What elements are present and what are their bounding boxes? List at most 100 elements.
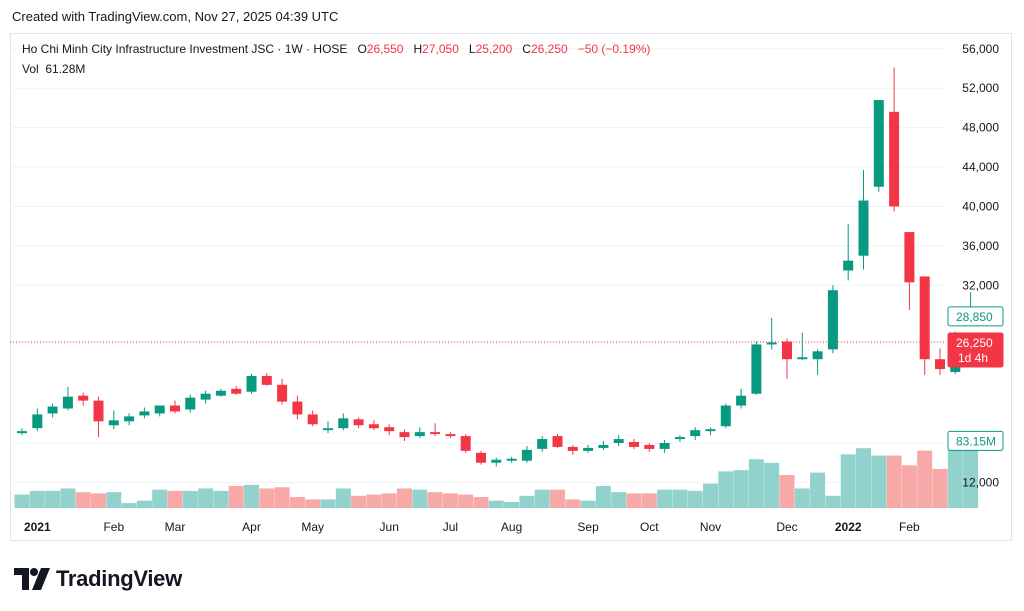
- candle-body: [690, 430, 701, 437]
- volume-bar: [641, 493, 657, 508]
- candle-body: [491, 459, 502, 463]
- tradingview-brand-text: TradingView: [56, 566, 182, 591]
- legend-close-value: 26,250: [530, 42, 568, 56]
- volume-bar: [703, 483, 718, 508]
- y-tick-label: 40,000: [962, 199, 999, 213]
- volume-bar: [534, 489, 550, 508]
- volume-bar: [473, 497, 489, 508]
- volume-bar: [825, 495, 841, 508]
- candle-body: [384, 427, 395, 432]
- volume-bar: [244, 484, 259, 508]
- volume-bar: [335, 488, 351, 508]
- volume-bar: [427, 492, 443, 508]
- candle-body: [139, 411, 150, 416]
- candle-body: [904, 232, 915, 283]
- volume-bar: [213, 490, 229, 508]
- legend-high-value: 27,050: [422, 42, 459, 56]
- candle-body: [858, 200, 869, 256]
- x-tick-label: Nov: [700, 520, 721, 534]
- x-axis: 2021 Feb Mar Apr May Jun Jul Aug Sep Oct Nov Dec 202…: [24, 520, 920, 534]
- candle-body: [170, 405, 180, 412]
- candle-body: [62, 396, 73, 409]
- volume-bar: [611, 492, 627, 508]
- price-tag-box: [947, 306, 1004, 327]
- volume-bar: [167, 490, 183, 508]
- volume-bar: [228, 486, 244, 508]
- candle-body: [521, 449, 532, 461]
- volume-bar: [14, 494, 30, 508]
- candle-body: [506, 458, 517, 461]
- legend-vol-value: 61.28M: [45, 62, 86, 76]
- price-tag-sublabel: 1d 4h: [958, 351, 988, 365]
- price-tag-label: 26,250: [956, 336, 993, 350]
- volume-bar: [626, 493, 642, 508]
- volume-bar: [182, 490, 198, 508]
- volume-bar: [45, 490, 61, 508]
- volume-bar: [412, 489, 428, 508]
- candle-body: [154, 405, 165, 414]
- volume-bar: [550, 489, 565, 508]
- candle-body: [537, 439, 548, 449]
- candle-body: [476, 452, 486, 463]
- volume-bar: [259, 488, 275, 508]
- x-tick-label: Feb: [899, 520, 920, 534]
- x-tick-label: 2021: [24, 520, 51, 534]
- volume-bar: [672, 489, 688, 508]
- volume-bar: [106, 492, 122, 508]
- x-tick-label: Oct: [640, 520, 659, 534]
- candle-body: [368, 424, 379, 429]
- tradingview-logo[interactable]: TradingView: [14, 566, 182, 592]
- candle-body: [445, 434, 456, 437]
- y-tick-label: 48,000: [962, 121, 999, 135]
- volume-bar: [289, 497, 305, 508]
- candle-body: [705, 429, 716, 432]
- volume-bar: [718, 471, 734, 508]
- volume-bar: [595, 486, 611, 508]
- volume-bar: [871, 455, 887, 508]
- candle-body: [659, 442, 670, 449]
- candle-body: [720, 405, 731, 427]
- legend-open-label: O: [357, 42, 367, 56]
- candle-body: [17, 431, 27, 434]
- candle-body: [124, 416, 135, 422]
- volume-bar: [840, 454, 856, 508]
- candle-body: [338, 418, 349, 429]
- legend-low-label: L: [468, 42, 476, 56]
- volume-bar: [565, 499, 581, 508]
- created-with-text: Created with TradingView.com, Nov 27, 20…: [12, 9, 339, 24]
- volume-bar: [519, 495, 535, 508]
- candle-body: [782, 341, 792, 360]
- legend-title: Ho Chi Minh City Infrastructure Investme…: [22, 42, 348, 56]
- volume-bar: [152, 489, 168, 508]
- candle-body: [843, 260, 854, 271]
- candle-body: [644, 444, 655, 449]
- volume-bar: [947, 448, 963, 508]
- y-tick-label: 12,000: [962, 475, 999, 489]
- candle-body: [430, 432, 441, 435]
- candle-body: [231, 388, 242, 394]
- x-tick-label: Jul: [443, 520, 458, 534]
- volume-bar: [779, 475, 795, 508]
- volume-bars: [14, 440, 979, 508]
- candle-body: [277, 384, 288, 402]
- candle-body: [78, 395, 89, 401]
- volume-bar: [794, 488, 810, 508]
- legend-low-value: 25,200: [475, 42, 513, 56]
- volume-bar: [351, 495, 367, 508]
- legend-high-label: H: [413, 42, 423, 56]
- volume-bar: [75, 492, 91, 508]
- candle-body: [307, 414, 318, 425]
- volume-bar: [748, 459, 764, 508]
- candle-body: [629, 442, 639, 447]
- price-tag-label: 83.15M: [956, 434, 996, 448]
- legend-open-value: 26,550: [366, 42, 404, 56]
- candle-body: [323, 428, 333, 431]
- x-tick-label: Apr: [242, 520, 261, 534]
- y-axis: 56,000 52,000 48,000 44,000 40,000 36,000 32,0…: [962, 42, 999, 490]
- volume-bar: [198, 488, 214, 508]
- x-tick-label: Aug: [501, 520, 522, 534]
- candle-body: [414, 432, 425, 437]
- candle-body: [919, 276, 930, 360]
- candle-body: [797, 357, 808, 360]
